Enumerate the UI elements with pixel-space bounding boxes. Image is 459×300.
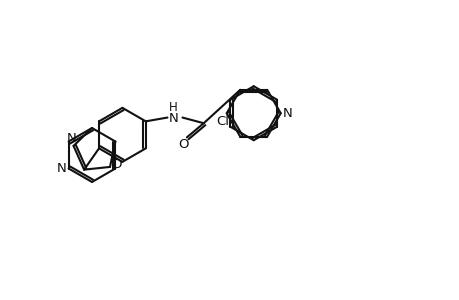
Text: N: N xyxy=(67,132,76,146)
Text: H: H xyxy=(168,100,177,113)
Text: N: N xyxy=(168,112,178,125)
Text: Cl: Cl xyxy=(216,115,229,128)
Text: O: O xyxy=(112,158,122,171)
Text: N: N xyxy=(282,107,292,120)
Text: O: O xyxy=(178,138,189,151)
Text: N: N xyxy=(56,162,67,175)
